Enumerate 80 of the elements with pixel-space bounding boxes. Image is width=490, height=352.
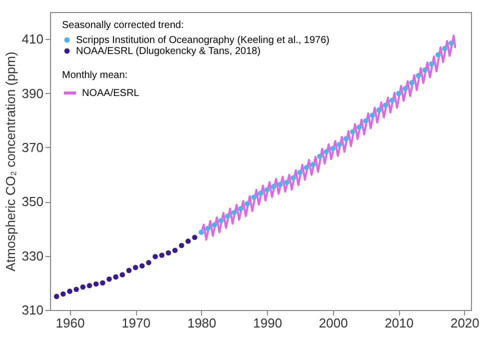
point (389, 98, 395, 103)
y-axis-title: Atmospheric CO₂ concentration (ppm) (2, 52, 18, 272)
point (93, 281, 99, 287)
point (297, 170, 303, 176)
point (422, 67, 428, 73)
point (416, 73, 422, 78)
y-tick-label: 310 (22, 302, 44, 318)
point (126, 268, 132, 274)
y-tick-label: 330 (22, 248, 44, 264)
legend-label: Scripps Institution of Oceanography (Keeling et al., 1976) (76, 35, 330, 46)
point (396, 90, 402, 96)
y-tick-label: 370 (22, 140, 44, 155)
point (224, 214, 230, 219)
point (80, 284, 86, 290)
point (442, 46, 448, 52)
point (382, 102, 388, 108)
point (271, 184, 276, 190)
point (106, 276, 112, 282)
point (192, 234, 198, 240)
point (218, 218, 224, 224)
point (178, 242, 184, 248)
x-tick-label: 1990 (253, 316, 282, 330)
point (100, 280, 106, 286)
x-tick-label: 2000 (318, 316, 348, 330)
point (376, 107, 382, 113)
point (284, 180, 290, 186)
point (356, 124, 362, 130)
point (166, 250, 172, 256)
y-tick-label: 410 (22, 32, 44, 47)
point (212, 222, 218, 228)
point (54, 294, 60, 300)
annotation: Monthly mean: (62, 70, 128, 81)
point (185, 238, 191, 244)
point (428, 61, 434, 67)
point (324, 149, 329, 154)
point (304, 164, 310, 170)
legend-label: NOAA/ESRL (82, 88, 140, 99)
x-tick-label: 1980 (187, 316, 216, 330)
point (86, 282, 92, 288)
x-tick-label: 1960 (56, 316, 85, 330)
point (238, 206, 244, 212)
point (290, 175, 296, 180)
point (159, 252, 164, 258)
point (152, 254, 158, 260)
point (258, 190, 264, 196)
point (336, 142, 342, 148)
point (198, 230, 204, 235)
point (139, 263, 145, 268)
point (310, 162, 316, 168)
point (251, 194, 257, 200)
point (132, 264, 138, 270)
legend-label: NOAA/ESRL (Dlugokencky & Tans, 2018) (76, 46, 261, 57)
point (120, 272, 126, 278)
point (278, 182, 283, 187)
point (409, 80, 414, 86)
point (74, 286, 79, 292)
x-tick-label: 2020 (450, 316, 480, 330)
point (435, 52, 441, 58)
point (363, 118, 368, 124)
point (60, 291, 66, 297)
point (370, 112, 375, 118)
point (448, 40, 454, 46)
point (402, 86, 408, 92)
point (146, 260, 152, 266)
y-tick-label: 390 (22, 86, 44, 101)
point (350, 129, 356, 134)
point (244, 201, 250, 206)
y-tick-label: 350 (22, 194, 44, 210)
point (205, 226, 211, 232)
point (330, 146, 336, 152)
point (67, 288, 72, 294)
point (113, 274, 118, 280)
point (172, 248, 178, 254)
point (232, 210, 237, 216)
point (264, 187, 270, 192)
x-tick-label: 1970 (122, 316, 150, 330)
legend-title: Seasonally corrected trend: (62, 20, 184, 31)
x-tick-label: 2010 (384, 316, 414, 330)
point (317, 154, 322, 160)
point (343, 136, 349, 142)
